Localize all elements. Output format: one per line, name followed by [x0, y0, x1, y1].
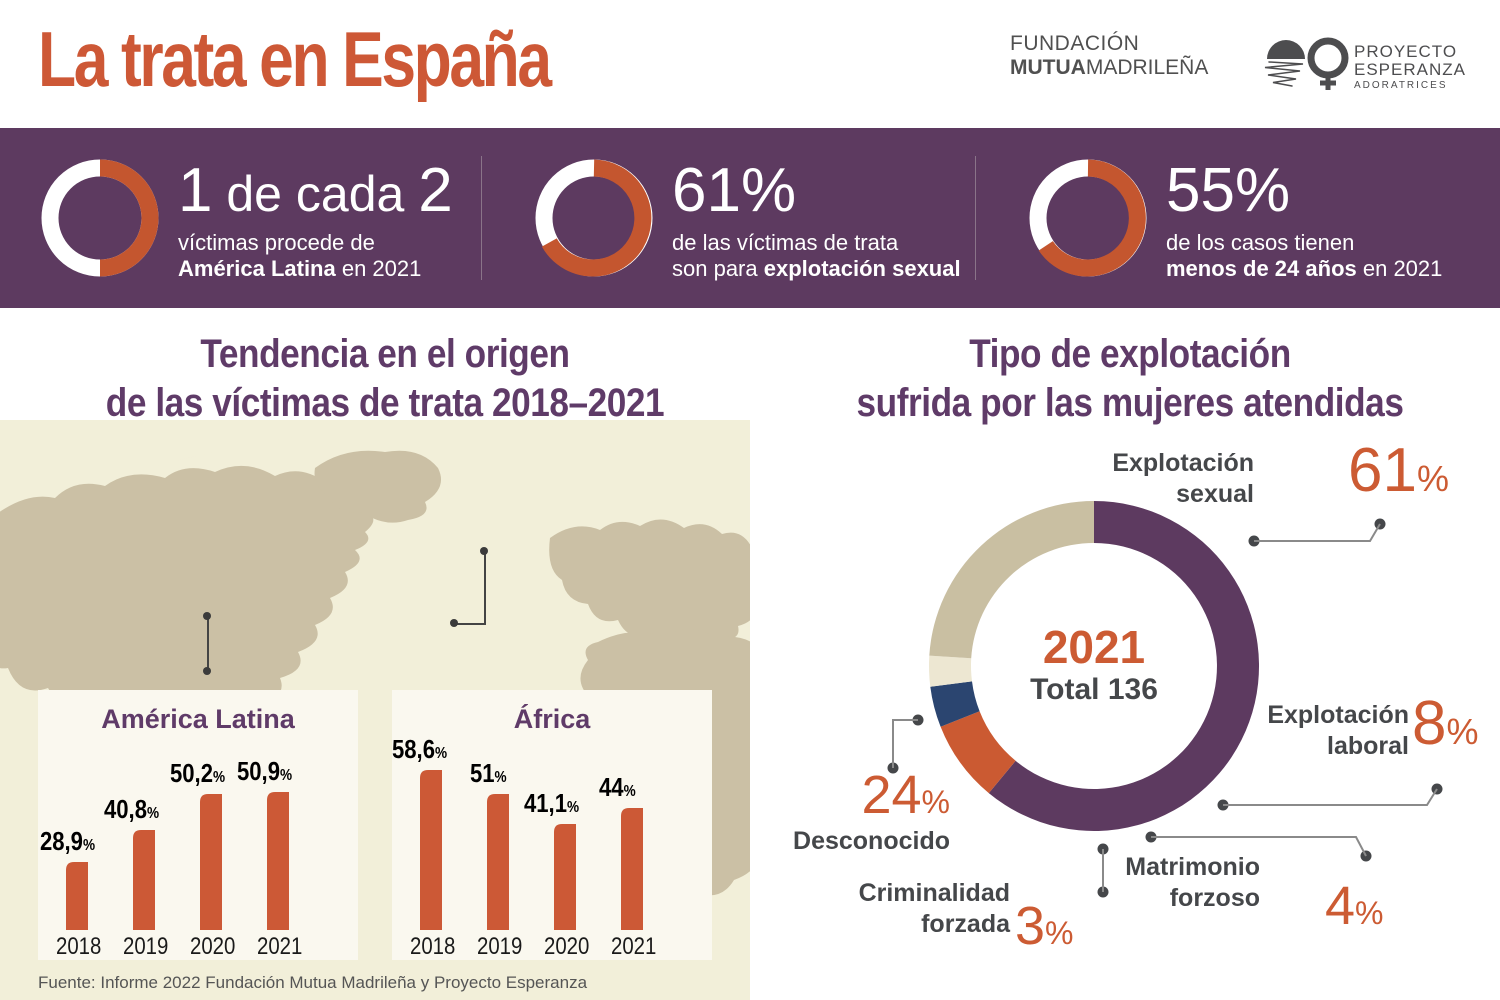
svg-text:ESPERANZA: ESPERANZA: [1354, 60, 1466, 79]
svg-text:28,9%: 28,9%: [40, 827, 95, 856]
svg-text:ADORATRICES: ADORATRICES: [1354, 80, 1448, 90]
svg-text:50,2%: 50,2%: [170, 759, 225, 788]
svg-text:2020: 2020: [190, 932, 235, 959]
svg-text:2019: 2019: [123, 932, 168, 959]
svg-text:51%: 51%: [470, 759, 507, 788]
svg-text:44%: 44%: [599, 773, 636, 802]
svg-text:40,8%: 40,8%: [104, 795, 159, 824]
svg-text:58,6%: 58,6%: [392, 735, 447, 764]
svg-text:50,9%: 50,9%: [237, 757, 292, 786]
svg-text:2018: 2018: [56, 932, 101, 959]
svg-text:2021: 2021: [611, 932, 656, 959]
svg-text:PROYECTO: PROYECTO: [1354, 42, 1457, 61]
svg-text:2021: 2021: [257, 932, 302, 959]
svg-text:41,1%: 41,1%: [524, 789, 579, 818]
svg-text:2019: 2019: [477, 932, 522, 959]
svg-text:2020: 2020: [544, 932, 589, 959]
svg-text:2018: 2018: [410, 932, 455, 959]
